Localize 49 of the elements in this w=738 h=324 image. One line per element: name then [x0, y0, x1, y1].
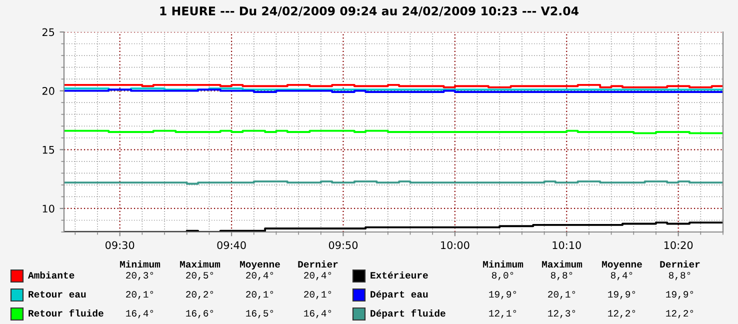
text: 20,1° — [304, 291, 332, 300]
text: 19,9° — [666, 291, 694, 300]
text: Maximum — [542, 260, 582, 268]
text: 20,4° — [304, 272, 332, 280]
text: 20,3° — [126, 272, 154, 280]
text: Dernier — [298, 260, 338, 268]
text: 16,4° — [126, 310, 154, 318]
text: 20,2° — [186, 291, 214, 300]
text: 16,4° — [304, 310, 332, 318]
text: 19,9° — [489, 291, 516, 300]
text: 8,8° — [550, 272, 572, 280]
text: 20,1° — [246, 291, 274, 300]
legend-label: Extérieure — [370, 271, 428, 279]
text: 16,6° — [186, 310, 214, 318]
y-tick-label: 10 — [42, 204, 54, 213]
text: 20,1° — [548, 291, 576, 300]
chart-title: 1 HEURE --- Du 24/02/2009 09:24 au 24/02/2009 10:23 --- V2.04 — [160, 6, 578, 16]
legend-label: Retour eau — [28, 291, 86, 298]
x-tick-label: 10:20 — [664, 241, 693, 250]
text: 8,0° — [492, 272, 514, 280]
text: 12,1° — [489, 310, 516, 318]
legend-label: Départ eau — [370, 290, 428, 300]
text: Moyenne — [240, 261, 280, 270]
text: 20,5° — [186, 272, 214, 280]
x-tick-label: 09:50 — [328, 241, 358, 250]
legend-label: Ambiante — [28, 271, 74, 279]
text: 12,2° — [608, 310, 636, 318]
text: 8,8° — [668, 272, 690, 280]
text: 8,4° — [610, 272, 632, 280]
y-tick-label: 25 — [42, 28, 54, 36]
x-tick-label: 09:40 — [217, 241, 246, 250]
text: Minimum — [483, 260, 524, 268]
text: 20,4° — [246, 272, 274, 280]
text: 12,2° — [666, 310, 694, 318]
text: 16,5° — [246, 310, 274, 318]
y-tick-label: 20 — [42, 87, 54, 95]
text: Minimum — [120, 260, 160, 268]
y-tick-label: 15 — [42, 146, 54, 154]
text: 19,9° — [608, 291, 636, 300]
legend-label: Départ fluide — [370, 309, 446, 319]
x-tick-label: 10:00 — [441, 241, 470, 250]
legend-label: Retour fluide — [28, 309, 104, 317]
text: 20,1° — [126, 291, 154, 300]
text: Moyenne — [602, 261, 642, 270]
x-tick-label: 10:10 — [552, 241, 581, 250]
text: Dernier — [660, 260, 700, 268]
text: Maximum — [180, 260, 220, 268]
x-tick-label: 09:30 — [106, 241, 134, 250]
text: 12,3° — [548, 310, 576, 318]
